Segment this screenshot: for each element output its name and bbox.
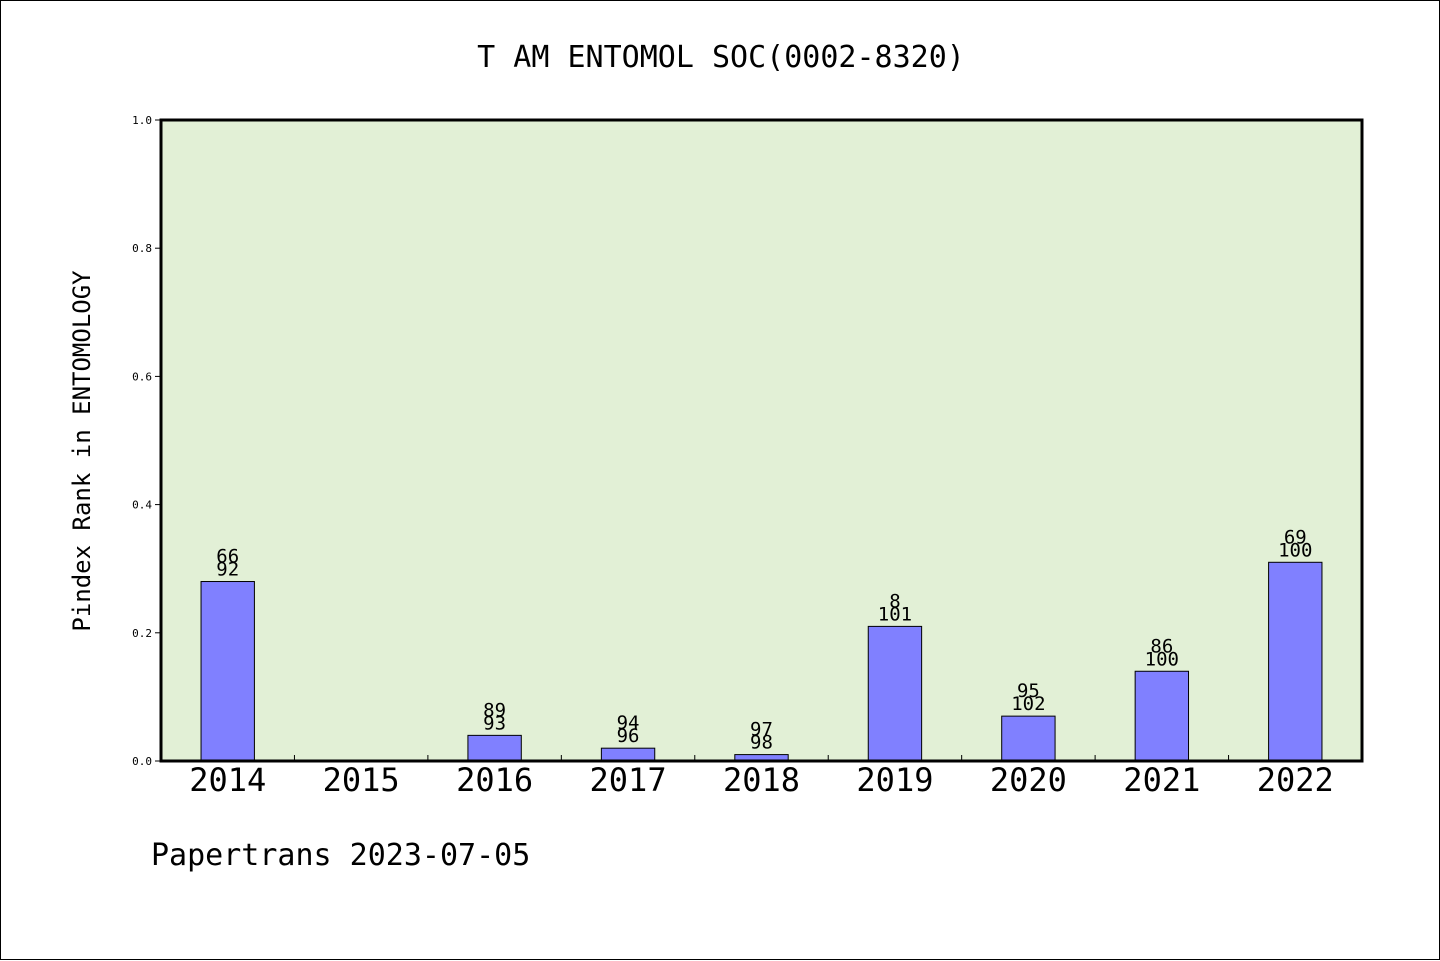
bar-rank-label: 8 <box>889 590 900 612</box>
bar <box>1001 715 1056 762</box>
x-tick-label: 2021 <box>1123 761 1200 799</box>
y-axis-label: Pindex Rank in ENTOMOLOGY <box>68 270 96 632</box>
bar-total-label: 93 <box>483 712 506 734</box>
bar-rank-label: 95 <box>1017 680 1040 702</box>
bar-total-label: 101 <box>878 603 912 625</box>
y-tick-label: 0.0 <box>132 755 152 768</box>
x-tick-label: 2020 <box>990 761 1067 799</box>
bar-total-label: 96 <box>617 725 640 747</box>
bar-total-label: 100 <box>1145 648 1179 670</box>
x-tick-label: 2014 <box>189 761 266 799</box>
bar-rank-label: 89 <box>483 699 506 721</box>
x-tick-label: 2015 <box>323 761 400 799</box>
bar-rank-label: 86 <box>1150 635 1173 657</box>
bar-rank-label: 66 <box>216 546 239 568</box>
plot-area <box>161 120 1362 761</box>
bar <box>467 734 522 762</box>
footer-credit: Papertrans 2023-07-05 <box>151 838 530 873</box>
plot-frame <box>159 118 1364 763</box>
x-tick-label: 2019 <box>856 761 933 799</box>
y-tick-label: 0.4 <box>132 499 152 512</box>
y-tick-label: 1.0 <box>132 114 152 127</box>
bar-rank-label: 97 <box>750 719 773 741</box>
bar <box>1134 670 1190 762</box>
x-tick-label: 2017 <box>590 761 667 799</box>
bar-rank-label: 94 <box>617 712 640 734</box>
ticks-layer: 0.0 0.2 0.4 0.6 0.8 1.0 2014 2015 2016 2017 2018 20… <box>132 114 1334 799</box>
y-tick-label: 0.2 <box>132 627 152 640</box>
bar <box>600 747 656 762</box>
x-tick-label: 2016 <box>456 761 533 799</box>
chart-title: T AM ENTOMOL SOC(0002-8320) <box>477 40 965 75</box>
bar <box>1268 561 1323 762</box>
bars-layer <box>200 561 1323 762</box>
bar <box>867 625 923 762</box>
bar-total-label: 100 <box>1278 539 1312 561</box>
bar-rank-label: 69 <box>1284 526 1307 548</box>
bar-total-label: 102 <box>1011 693 1045 715</box>
bar <box>200 581 255 762</box>
y-tick-label: 0.6 <box>132 370 152 383</box>
y-tick-label: 0.8 <box>132 242 152 255</box>
x-tick-label: 2018 <box>723 761 800 799</box>
x-tick-label: 2022 <box>1257 761 1334 799</box>
bar-total-label: 92 <box>216 559 239 581</box>
bar-total-label: 98 <box>750 732 773 754</box>
